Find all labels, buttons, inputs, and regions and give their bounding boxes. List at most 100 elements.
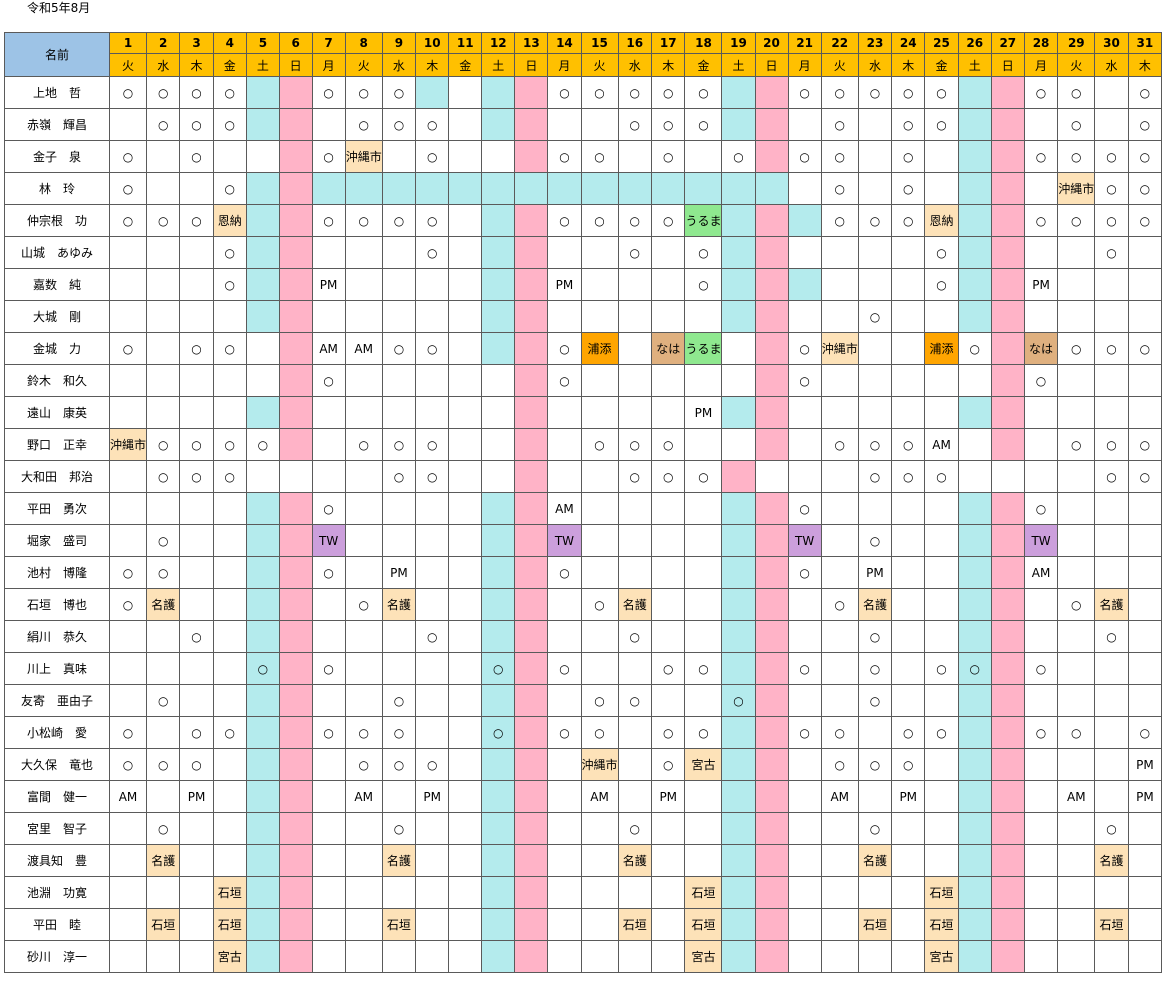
schedule-cell-day-2[interactable] <box>145 332 181 365</box>
schedule-cell-day-23[interactable]: ○ <box>857 300 893 333</box>
schedule-cell-day-21[interactable] <box>787 620 822 653</box>
schedule-cell-day-24[interactable] <box>891 364 926 397</box>
schedule-cell-day-5[interactable] <box>246 236 280 269</box>
schedule-cell-day-9[interactable]: ○ <box>381 428 417 461</box>
schedule-cell-day-30[interactable] <box>1094 524 1129 557</box>
schedule-cell-day-1[interactable] <box>108 460 148 493</box>
schedule-cell-day-29[interactable]: 沖縄市 <box>1057 172 1096 205</box>
schedule-cell-day-29[interactable] <box>1057 300 1096 333</box>
schedule-cell-day-22[interactable] <box>820 460 859 493</box>
schedule-cell-day-21[interactable]: ○ <box>787 76 822 109</box>
schedule-cell-day-24[interactable] <box>891 396 926 429</box>
schedule-cell-day-21[interactable] <box>787 204 822 237</box>
schedule-cell-day-25[interactable] <box>924 364 959 397</box>
schedule-cell-day-28[interactable] <box>1023 620 1059 653</box>
schedule-cell-day-23[interactable]: ○ <box>857 524 893 557</box>
schedule-cell-day-28[interactable]: なは <box>1023 332 1059 365</box>
schedule-cell-day-19[interactable] <box>721 172 756 205</box>
schedule-cell-day-1[interactable] <box>108 908 148 941</box>
schedule-cell-day-6[interactable] <box>278 428 313 461</box>
schedule-cell-day-12[interactable] <box>481 940 516 973</box>
schedule-cell-day-7[interactable] <box>311 108 346 141</box>
schedule-cell-day-12[interactable] <box>481 684 516 717</box>
schedule-cell-day-22[interactable]: ○ <box>820 172 859 205</box>
schedule-cell-day-12[interactable] <box>481 524 516 557</box>
schedule-cell-day-20[interactable] <box>754 940 789 973</box>
schedule-cell-day-1[interactable] <box>108 236 148 269</box>
schedule-cell-day-26[interactable] <box>957 844 992 877</box>
schedule-cell-day-17[interactable] <box>650 364 686 397</box>
schedule-cell-day-27[interactable] <box>990 812 1025 845</box>
schedule-cell-day-25[interactable]: ○ <box>924 460 959 493</box>
schedule-cell-day-18[interactable]: 石垣 <box>684 908 723 941</box>
schedule-cell-day-11[interactable] <box>448 556 483 589</box>
schedule-cell-day-28[interactable] <box>1023 172 1059 205</box>
schedule-cell-day-29[interactable] <box>1057 236 1096 269</box>
schedule-cell-day-11[interactable] <box>448 908 483 941</box>
schedule-cell-day-24[interactable] <box>891 844 926 877</box>
schedule-cell-day-6[interactable] <box>278 172 313 205</box>
schedule-cell-day-14[interactable]: ○ <box>547 140 582 173</box>
schedule-cell-day-1[interactable] <box>108 492 148 525</box>
schedule-cell-day-8[interactable] <box>344 300 383 333</box>
schedule-cell-day-4[interactable] <box>212 812 248 845</box>
schedule-cell-day-25[interactable]: 恩納 <box>924 204 959 237</box>
schedule-cell-day-9[interactable]: 石垣 <box>381 908 417 941</box>
schedule-cell-day-18[interactable]: 石垣 <box>684 876 723 909</box>
schedule-cell-day-3[interactable] <box>179 652 214 685</box>
schedule-cell-day-26[interactable] <box>957 76 992 109</box>
schedule-cell-day-16[interactable]: ○ <box>617 460 653 493</box>
schedule-cell-day-8[interactable]: AM <box>344 780 383 813</box>
schedule-cell-day-26[interactable] <box>957 364 992 397</box>
schedule-cell-day-7[interactable] <box>311 876 346 909</box>
schedule-cell-day-6[interactable] <box>278 620 313 653</box>
schedule-cell-day-5[interactable] <box>246 140 280 173</box>
schedule-cell-day-1[interactable]: 沖縄市 <box>108 428 148 461</box>
schedule-cell-day-7[interactable] <box>311 428 346 461</box>
schedule-cell-day-25[interactable]: ○ <box>924 268 959 301</box>
schedule-cell-day-4[interactable]: ○ <box>212 716 248 749</box>
schedule-cell-day-21[interactable]: ○ <box>787 492 822 525</box>
schedule-cell-day-7[interactable] <box>311 396 346 429</box>
schedule-cell-day-6[interactable] <box>278 844 313 877</box>
schedule-cell-day-12[interactable] <box>481 876 516 909</box>
schedule-cell-day-12[interactable] <box>481 364 516 397</box>
schedule-cell-day-30[interactable] <box>1094 876 1129 909</box>
schedule-cell-day-5[interactable]: ○ <box>246 652 280 685</box>
schedule-cell-day-3[interactable] <box>179 492 214 525</box>
schedule-cell-day-4[interactable]: 宮古 <box>212 940 248 973</box>
schedule-cell-day-13[interactable] <box>514 556 549 589</box>
schedule-cell-day-17[interactable] <box>650 844 686 877</box>
schedule-cell-day-1[interactable] <box>108 684 148 717</box>
schedule-cell-day-28[interactable] <box>1023 396 1059 429</box>
schedule-cell-day-27[interactable] <box>990 556 1025 589</box>
schedule-cell-day-7[interactable] <box>311 748 346 781</box>
schedule-cell-day-4[interactable] <box>212 620 248 653</box>
schedule-cell-day-14[interactable] <box>547 812 582 845</box>
schedule-cell-day-19[interactable] <box>721 908 756 941</box>
schedule-cell-day-17[interactable] <box>650 524 686 557</box>
schedule-cell-day-26[interactable] <box>957 460 992 493</box>
schedule-cell-day-13[interactable] <box>514 108 549 141</box>
schedule-cell-day-14[interactable] <box>547 684 582 717</box>
schedule-cell-day-16[interactable]: ○ <box>617 428 653 461</box>
schedule-cell-day-20[interactable] <box>754 396 789 429</box>
schedule-cell-day-18[interactable]: 宮古 <box>684 940 723 973</box>
schedule-cell-day-15[interactable]: AM <box>580 780 619 813</box>
schedule-cell-day-29[interactable] <box>1057 812 1096 845</box>
schedule-cell-day-25[interactable] <box>924 620 959 653</box>
schedule-cell-day-22[interactable]: ○ <box>820 108 859 141</box>
schedule-cell-day-12[interactable] <box>481 108 516 141</box>
schedule-cell-day-18[interactable] <box>684 428 723 461</box>
schedule-cell-day-31[interactable]: ○ <box>1127 204 1162 237</box>
schedule-cell-day-31[interactable]: ○ <box>1127 140 1162 173</box>
schedule-cell-day-31[interactable] <box>1127 940 1162 973</box>
schedule-cell-day-24[interactable] <box>891 652 926 685</box>
schedule-cell-day-7[interactable]: PM <box>311 268 346 301</box>
schedule-cell-day-14[interactable] <box>547 940 582 973</box>
schedule-cell-day-6[interactable] <box>278 716 313 749</box>
schedule-cell-day-16[interactable]: 名護 <box>617 844 653 877</box>
schedule-cell-day-6[interactable] <box>278 300 313 333</box>
schedule-cell-day-10[interactable] <box>415 876 450 909</box>
schedule-cell-day-12[interactable] <box>481 204 516 237</box>
